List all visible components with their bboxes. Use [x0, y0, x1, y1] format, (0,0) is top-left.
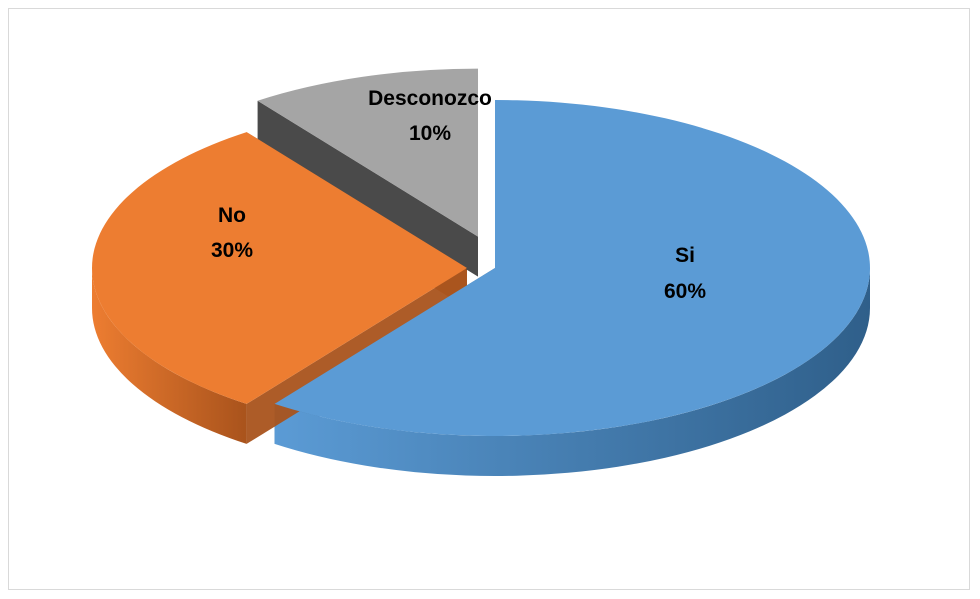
slice-label-desconozco: Desconozco [368, 87, 492, 110]
pie-slice-no [91, 132, 467, 404]
slice-label-no: No [218, 204, 246, 227]
pie-slice-wall-si-0 [274, 268, 870, 477]
pie-slice-wall-no-0 [92, 268, 247, 444]
slice-value-no: 30% [211, 239, 253, 262]
slice-value-si: 60% [664, 280, 706, 303]
pie-slice-cut-desconozco-0 [257, 100, 479, 277]
pie-slice-si [274, 100, 870, 436]
pie-slice-desconozco [257, 68, 479, 237]
slice-label-si: Si [675, 244, 695, 267]
slice-value-desconozco: 10% [409, 122, 451, 145]
